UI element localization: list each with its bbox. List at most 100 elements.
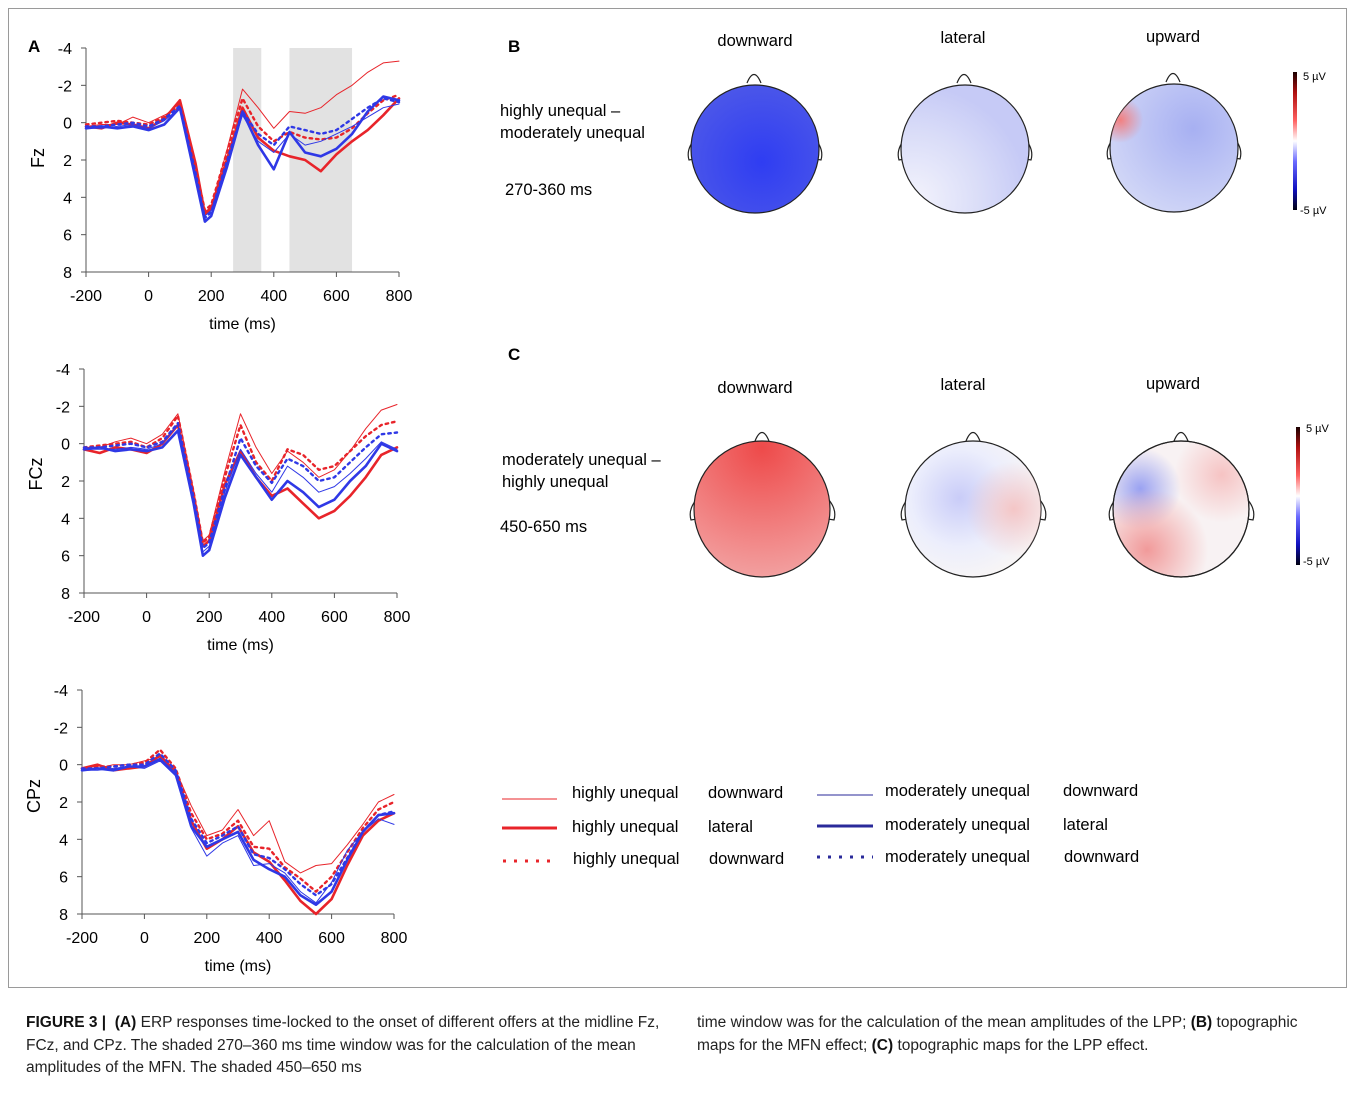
colorbar-b-max: 5 µV: [1303, 71, 1327, 83]
y-axis-label: FCz: [26, 458, 46, 491]
x-axis-label: time (ms): [207, 637, 274, 654]
erp-plot-cpz: -4 -2 0 2 4 6 8 -200 0 200 400 600 800 time (ms) CPz: [24, 683, 407, 975]
colorbar-c-min: -5 µV: [1303, 556, 1330, 568]
y-tick-label: 6: [63, 228, 72, 245]
topo-c-row-label-1: moderately unequal –: [502, 451, 662, 469]
erp-series-dotted-5: [80, 752, 396, 897]
topomap-b-downward: [687, 73, 823, 214]
colorbar-b: 5 µV -5 µV: [1293, 71, 1327, 217]
topo-nose: [1165, 72, 1181, 83]
x-tick-label: -200: [70, 288, 102, 305]
legend-group: highly unequal: [572, 818, 678, 836]
x-tick-label: 200: [198, 288, 225, 305]
legend: highly unequal downward highly unequal l…: [502, 782, 1139, 868]
legend-group: highly unequal: [573, 850, 679, 868]
legend-group: moderately unequal: [885, 816, 1030, 834]
y-tick-label: 8: [59, 907, 68, 924]
shaded-window-0: [233, 48, 262, 272]
x-tick-label: 400: [258, 609, 285, 626]
y-tick-label: 4: [63, 190, 72, 207]
topo-hotspot: [1110, 84, 1238, 212]
topo-nose: [746, 73, 762, 84]
erp-series-thick-1: [80, 753, 396, 916]
legend-cond: downward: [708, 784, 783, 802]
x-tick-label: -200: [66, 930, 98, 947]
caption-figure-label: FIGURE 3 |: [26, 1014, 107, 1031]
erp-series-thin-0: [85, 60, 400, 213]
topo-outline: [1112, 440, 1250, 578]
topo-head: [693, 440, 831, 578]
caption-b-marker: (B): [1190, 1014, 1213, 1031]
x-tick-label: 400: [260, 288, 287, 305]
topo-c-col-upward: upward: [1146, 375, 1200, 393]
x-tick-label: 800: [386, 288, 413, 305]
figure-frame: [8, 8, 1347, 988]
x-tick-label: 400: [256, 930, 283, 947]
caption-a-marker: (A): [114, 1014, 137, 1031]
shaded-window-1: [289, 48, 353, 272]
colorbar-b-bar: [1293, 72, 1297, 210]
erp-series-dotted-2: [82, 414, 399, 544]
caption-left: FIGURE 3 | (A) ERP responses time-locked…: [26, 1012, 676, 1080]
y-tick-label: 8: [63, 265, 72, 282]
y-tick-label: 4: [61, 511, 70, 528]
colorbar-c-bar: [1296, 427, 1300, 565]
topo-b-row-label-2: moderately unequal: [500, 124, 645, 142]
y-axis-label: Fz: [28, 148, 48, 168]
topo-nose: [1173, 431, 1189, 442]
topo-hotspot: [905, 441, 1041, 577]
topomap-c-upward: [1108, 431, 1255, 578]
topo-b-row-label-1: highly unequal –: [500, 102, 621, 120]
caption-right: time window was for the calculation of t…: [697, 1012, 1332, 1057]
panel-label-c: C: [508, 345, 520, 364]
y-tick-label: -4: [58, 41, 72, 58]
topo-c-col-downward: downward: [717, 379, 792, 397]
x-tick-label: 0: [142, 609, 151, 626]
x-tick-label: 0: [144, 288, 153, 305]
y-tick-label: 2: [63, 153, 72, 170]
x-tick-label: 200: [193, 930, 220, 947]
y-tick-label: 4: [59, 832, 68, 849]
topomap-b-upward: [1106, 72, 1242, 213]
y-tick-label: 8: [61, 586, 70, 603]
topo-nose: [956, 73, 972, 84]
panel-label-b: B: [508, 37, 520, 56]
topo-panel-c: moderately unequal – highly unequal 450-…: [500, 375, 1330, 578]
topo-b-col-downward: downward: [717, 32, 792, 50]
y-tick-label: 6: [61, 549, 70, 566]
erp-plot-fz: -4 -2 0 2 4 6 8 -200 0 200 400 600 800 time (ms) Fz: [28, 41, 412, 333]
legend-group: highly unequal: [572, 784, 678, 802]
x-tick-label: 600: [323, 288, 350, 305]
legend-cond: lateral: [708, 818, 753, 836]
topo-b-window: 270-360 ms: [505, 181, 592, 199]
y-tick-label: -4: [54, 683, 68, 700]
legend-cond: downward: [1064, 848, 1139, 866]
legend-cond: downward: [1063, 782, 1138, 800]
caption-text-2: time window was for the calculation of t…: [697, 1014, 1187, 1031]
x-tick-label: 600: [321, 609, 348, 626]
x-tick-label: 600: [318, 930, 345, 947]
x-tick-label: -200: [68, 609, 100, 626]
erp-series-thin-3: [83, 424, 398, 553]
y-tick-label: -4: [56, 362, 70, 379]
topomap-b-lateral: [897, 73, 1033, 214]
erp-series-thick-4: [82, 429, 399, 558]
x-axis-label: time (ms): [209, 316, 276, 333]
y-axis-label: CPz: [24, 779, 44, 813]
x-tick-label: 0: [140, 930, 149, 947]
x-tick-label: 200: [196, 609, 223, 626]
erp-series-thin-0: [81, 756, 395, 874]
erp-series-thick-4: [80, 757, 396, 907]
y-tick-label: 0: [59, 758, 68, 775]
topo-c-col-lateral: lateral: [941, 376, 986, 394]
topo-c-row-label-2: highly unequal: [502, 473, 608, 491]
legend-cond: lateral: [1063, 816, 1108, 834]
colorbar-c-max: 5 µV: [1306, 423, 1330, 435]
topo-b-col-upward: upward: [1146, 28, 1200, 46]
topo-head: [900, 84, 1030, 214]
y-tick-label: 0: [61, 437, 70, 454]
y-tick-label: -2: [58, 78, 72, 95]
x-tick-label: 800: [381, 930, 408, 947]
